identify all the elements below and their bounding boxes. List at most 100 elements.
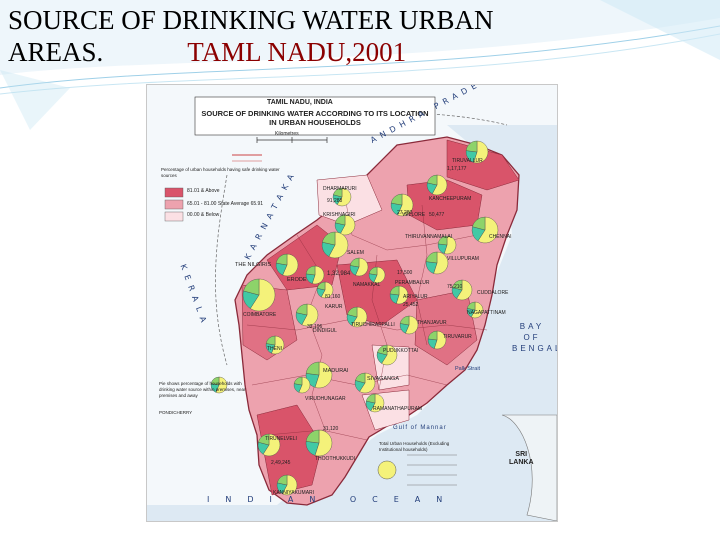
pie-slice	[472, 216, 486, 231]
district-pie-marker	[346, 306, 368, 328]
map-graphic	[147, 85, 557, 521]
pie-slice	[293, 376, 303, 386]
pie-slice	[470, 301, 484, 319]
label-kancheepuram: KANCHEEPURAM	[429, 196, 472, 202]
slide-title-line2: AREAS. TAML NADU,2001	[8, 36, 494, 68]
pie-slice	[275, 253, 288, 266]
pie-slice	[250, 278, 276, 312]
slide-title-areas: AREAS.	[8, 37, 104, 67]
district-pie-marker	[305, 265, 325, 285]
pie-slice	[262, 433, 281, 457]
district-pie-marker	[305, 429, 333, 457]
pie-markers	[210, 140, 499, 496]
label-pudukkottai: PUDUKKOTTAI	[383, 348, 419, 354]
pie-value-label: 91,288	[327, 198, 343, 204]
district-pie-marker	[427, 330, 447, 350]
label-karur: KARUR	[325, 304, 343, 310]
pie-slice	[334, 214, 346, 226]
label-madurai: MADURAI	[323, 368, 349, 374]
pie-slice	[305, 429, 320, 444]
district-pie-marker	[465, 140, 489, 164]
legend-title: Percentage of urban households having sa…	[161, 167, 280, 178]
pie-slice	[426, 174, 438, 186]
pie-slice	[322, 231, 336, 246]
pie-slice	[347, 306, 358, 318]
label-tiruchirappalli: TIRUCHIRAPPALLI	[351, 322, 395, 328]
label-ariyalur: ARIYALUR	[403, 294, 428, 300]
label-thiruvannamalai: THIRUVANNAMALAI	[405, 234, 453, 240]
label-sivaganga: SIVAGANGA	[367, 376, 399, 382]
label-thanjavur: THANJAVUR	[417, 320, 447, 326]
bay-word-1: BAY	[519, 322, 545, 331]
pie-slice	[427, 330, 438, 341]
pie-slice	[456, 279, 473, 301]
pie-value-label: 27,280	[397, 210, 413, 216]
bay-word-2: OF	[523, 333, 541, 342]
district-pie-marker	[390, 193, 414, 217]
label-tiruvarur: TIRUVARUR	[443, 334, 472, 340]
pie-value-label: 1,32,984	[327, 271, 351, 277]
pie-slice	[425, 251, 438, 264]
pie-slice	[389, 285, 400, 296]
pie-slice	[359, 372, 376, 394]
district-pie-marker	[471, 216, 499, 244]
pie-slice	[452, 279, 463, 291]
label-namakkal: NAMAKKAL	[353, 282, 381, 288]
pie-slice	[368, 266, 378, 276]
label-chennai: CHENNAI	[489, 234, 512, 240]
pie-slice	[305, 265, 316, 276]
label-villupuram: VILLUPURAM	[447, 256, 479, 262]
gulf-of-mannar-label: Gulf of Mannar	[393, 425, 447, 431]
pie-slice	[399, 315, 410, 326]
pie-slice	[314, 429, 333, 457]
pie-slice	[349, 257, 360, 268]
pie-slice	[351, 306, 368, 328]
label-ramanathapuram: RAMANATHAPURAM	[373, 406, 423, 412]
pie-value-label: 32,196	[307, 324, 323, 330]
pie-slice	[466, 301, 476, 311]
pie-slice	[370, 393, 385, 413]
district-pie-marker	[276, 474, 298, 496]
legend-class-low: 00.00 & Below	[187, 212, 220, 218]
pie-slice	[355, 372, 366, 384]
label-perambalur: PERAMBALUR	[395, 280, 430, 286]
label-cuddalore: CUDDALORE	[477, 290, 509, 296]
scale-label: Kilometres	[275, 131, 299, 137]
pie-slice	[377, 344, 388, 356]
pie-value-label: 31,120	[323, 426, 339, 432]
slide-title: SOURCE OF DRINKING WATER URBAN AREAS. TAM…	[8, 4, 494, 68]
label-nagapattinam: NAGAPATTINAM	[467, 310, 506, 316]
pie-slice	[276, 474, 288, 486]
district-pie-marker	[437, 235, 457, 255]
district-pie-marker	[368, 266, 386, 284]
label-thoothukkudi: THOOTHUKKUDI	[315, 456, 355, 462]
district-pie-marker	[354, 372, 376, 394]
bay-word-3: BENGAL	[512, 344, 558, 353]
pie-value-label: 50,477	[429, 212, 445, 218]
pie-slice	[397, 193, 414, 217]
label-dindigul: DINDIGUL	[313, 328, 337, 334]
bay-of-bengal-label: BAY OF BENGAL	[512, 321, 557, 354]
district-pie-marker	[425, 251, 449, 275]
label-krishnagiri: KRISHNAGIRI	[323, 212, 356, 218]
district-pie-marker	[365, 393, 385, 413]
map-header-title: SOURCE OF DRINKING WATER ACCORDING TO IT…	[201, 109, 429, 127]
district-pie-marker	[305, 361, 333, 389]
label-pondicherry: PONDICHERRY	[159, 410, 193, 415]
sri-lanka-word-2: LANKA	[509, 459, 534, 466]
legend-footnote: Pie shows percentage of households with …	[159, 381, 246, 398]
district-map: TAMIL NADU, INDIA SOURCE OF DRINKING WAT…	[146, 84, 558, 522]
pie-slice	[320, 281, 334, 299]
label-kanniyakumari: KANNIYAKUMARI	[273, 490, 315, 496]
slide-title-place: TAML NADU,2001	[187, 37, 407, 67]
district-pie-marker	[242, 278, 276, 312]
label-salem: SALEM	[347, 250, 364, 256]
pie-legend-title: Total Urban Households (Excluding Instit…	[379, 441, 450, 452]
sri-lanka-word-1: SRI	[515, 451, 528, 458]
pie-slice	[282, 474, 298, 496]
label-dharmapuri: DHARMAPURI	[323, 186, 357, 192]
pie-slice	[405, 315, 419, 335]
district-pie-marker	[316, 281, 334, 299]
label-virudhunagar: VIRUDHUNAGAR	[305, 396, 346, 402]
